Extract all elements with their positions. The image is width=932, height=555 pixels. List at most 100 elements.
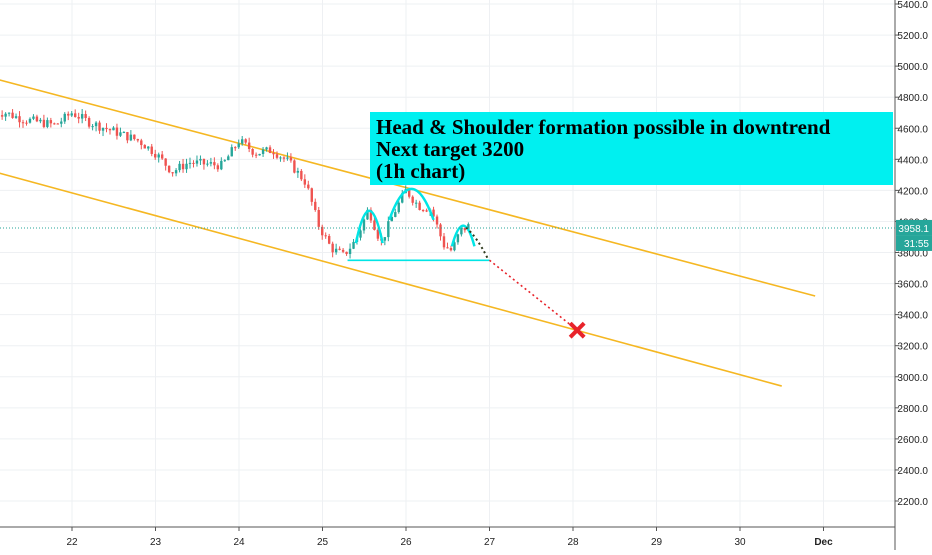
x-tick-label: Dec bbox=[814, 537, 833, 548]
candle-body bbox=[49, 120, 53, 124]
y-tick-label: 2600.0 bbox=[897, 435, 928, 446]
candle-body bbox=[105, 127, 108, 130]
annotation-box[interactable]: Head & Shoulder formation possible in do… bbox=[370, 112, 893, 185]
y-tick-label: 3000.0 bbox=[897, 373, 928, 384]
y-tick-label: 3200.0 bbox=[897, 342, 928, 353]
candle-body bbox=[247, 142, 251, 150]
candle-body bbox=[70, 113, 73, 116]
right-shoulder-dotted bbox=[465, 226, 489, 260]
candle-body bbox=[449, 248, 453, 251]
head-arc bbox=[388, 187, 435, 221]
candle-body bbox=[227, 156, 230, 161]
y-tick-label: 2800.0 bbox=[897, 404, 928, 415]
x-tick-label: 24 bbox=[233, 537, 245, 548]
candle-body bbox=[289, 157, 293, 161]
candle-body bbox=[373, 220, 376, 230]
candle-body bbox=[112, 127, 115, 131]
candle-body bbox=[397, 202, 400, 213]
candle-body bbox=[32, 116, 35, 119]
candle-body bbox=[167, 165, 171, 173]
candle-body bbox=[122, 132, 126, 134]
x-tick-label: 22 bbox=[66, 537, 78, 548]
candle-body bbox=[234, 147, 237, 149]
y-tick-label: 3600.0 bbox=[897, 280, 928, 291]
candle-body bbox=[261, 149, 265, 154]
candle-body bbox=[376, 229, 380, 239]
candle-body bbox=[460, 227, 463, 235]
candle-body bbox=[279, 157, 282, 159]
projection-line bbox=[489, 259, 578, 331]
x-tick-label: 28 bbox=[567, 537, 579, 548]
y-tick-label: 3400.0 bbox=[897, 311, 928, 322]
candle-body bbox=[439, 224, 442, 237]
candle-body bbox=[223, 160, 227, 162]
candle-body bbox=[293, 160, 296, 173]
x-tick-label: 23 bbox=[150, 537, 162, 548]
y-tick-label: 5000.0 bbox=[897, 62, 928, 73]
candle-body bbox=[300, 170, 303, 180]
candle-body bbox=[199, 158, 202, 161]
candle-body bbox=[35, 116, 39, 122]
annotation-line-2: Next target 3200 bbox=[376, 137, 525, 161]
candle-body bbox=[366, 209, 369, 220]
candle-body bbox=[310, 188, 313, 202]
y-tick-label: 2200.0 bbox=[897, 497, 928, 508]
candle-body bbox=[7, 112, 11, 114]
candle-body bbox=[362, 219, 366, 231]
candle-body bbox=[42, 119, 46, 127]
y-tick-label: 5200.0 bbox=[897, 31, 928, 42]
candle-body bbox=[160, 154, 164, 159]
annotation-line-3: (1h chart) bbox=[376, 159, 466, 183]
candle-body bbox=[334, 248, 338, 253]
x-tick-label: 30 bbox=[734, 537, 746, 548]
countdown-tag bbox=[896, 235, 932, 251]
candle-body bbox=[265, 147, 268, 150]
candle-body bbox=[401, 193, 404, 203]
candle-body bbox=[435, 216, 439, 225]
candle-body bbox=[143, 145, 146, 149]
candle-body bbox=[411, 196, 414, 203]
candle-body bbox=[324, 235, 327, 237]
candle-body bbox=[230, 147, 233, 157]
candle-body bbox=[213, 162, 216, 166]
candle-body bbox=[133, 134, 136, 140]
candle-body bbox=[178, 163, 181, 171]
candle-body bbox=[446, 247, 449, 249]
candle-body bbox=[220, 160, 223, 170]
candle-body bbox=[101, 127, 105, 131]
annotation-line-1: Head & Shoulder formation possible in do… bbox=[376, 115, 831, 139]
candle-body bbox=[432, 209, 435, 217]
candle-body bbox=[216, 165, 220, 170]
candle-body bbox=[87, 118, 91, 127]
y-tick-label: 4800.0 bbox=[897, 93, 928, 104]
candle-body bbox=[18, 116, 21, 123]
candle-body bbox=[296, 170, 300, 173]
candle-body bbox=[258, 153, 261, 156]
candle-body bbox=[418, 202, 421, 211]
channel-line bbox=[0, 79, 816, 297]
price-tags: 3958.1 31:55 bbox=[0, 219, 932, 251]
candle-body bbox=[46, 120, 49, 127]
candle-body bbox=[408, 189, 411, 197]
candle-body bbox=[359, 230, 362, 238]
candle-body bbox=[307, 184, 310, 189]
candle-body bbox=[74, 113, 77, 117]
candle-body bbox=[140, 140, 143, 146]
candle-body bbox=[303, 179, 307, 185]
target-marker-stroke bbox=[568, 321, 586, 339]
candle-body bbox=[286, 157, 289, 159]
candle-body bbox=[39, 119, 42, 122]
candle-body bbox=[25, 122, 28, 124]
candle-body bbox=[129, 134, 133, 141]
candle-body bbox=[209, 162, 213, 164]
candle-body bbox=[188, 162, 192, 164]
candle-body bbox=[67, 113, 70, 116]
candle-body bbox=[202, 158, 206, 165]
channel-line bbox=[0, 172, 782, 387]
candle-body bbox=[126, 132, 129, 141]
current-price-label: 3958.1 bbox=[898, 224, 929, 235]
channel-lines bbox=[0, 79, 816, 387]
candle-body bbox=[314, 201, 317, 210]
